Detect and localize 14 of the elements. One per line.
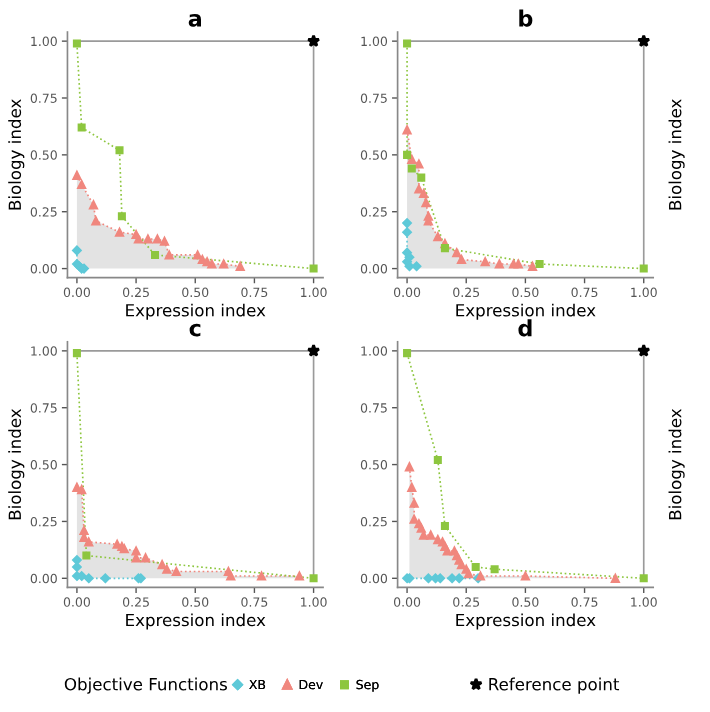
x-axis-title: Expression index — [456, 303, 596, 320]
legend-title: Objective Functions — [64, 677, 227, 694]
chart-title: d — [518, 319, 532, 337]
y2-axis-title: Biology index — [668, 408, 685, 520]
chart-title: b — [519, 9, 533, 27]
chart-title: c — [189, 323, 201, 337]
x-axis-title: Expression index — [126, 613, 266, 630]
x-axis-title: Expression index — [456, 613, 596, 630]
y2-axis-title: Biology index — [668, 99, 685, 210]
y-axis-title: Biology index — [8, 99, 25, 210]
chart-title: a — [188, 14, 201, 27]
y-axis-title: Biology index — [8, 408, 25, 520]
x-axis-title: Expression index — [126, 303, 266, 320]
legend-label: Reference point — [489, 677, 620, 694]
